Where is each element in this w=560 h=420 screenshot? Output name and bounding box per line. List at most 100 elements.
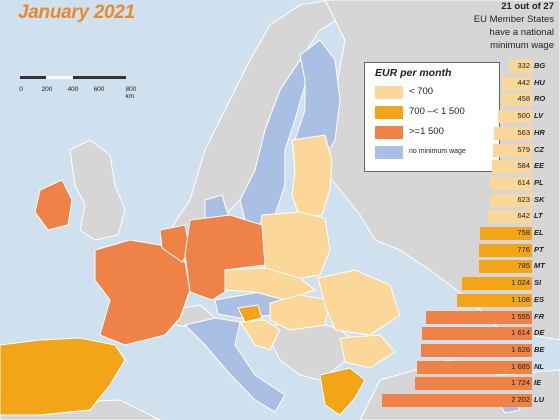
germany-region: [184, 214, 266, 301]
scale-bar: 0 200 400 600 800 km: [18, 72, 148, 100]
legend-swatch-mid: [375, 106, 403, 119]
bar-value-label: 1 626: [511, 344, 530, 354]
bar-country-code: LU: [534, 395, 544, 404]
bar-row-el: 758 EL: [380, 227, 554, 240]
bar-row-ie: 1 724 IE: [380, 377, 554, 391]
bar-country-code: EL: [534, 228, 544, 237]
bar-bg: [509, 60, 532, 73]
bar-value-label: 614: [517, 177, 530, 187]
bar-row-bg: 332 BG: [380, 60, 554, 73]
legend-swatch-low: [375, 86, 403, 99]
bar-row-de: 1 614 DE: [380, 327, 554, 341]
legend-item-none: no minimum wage: [375, 145, 497, 161]
bar-de: [422, 327, 532, 341]
bulgaria-region: [339, 334, 396, 369]
bar-country-code: SI: [534, 278, 542, 288]
hungary-region: [269, 294, 331, 331]
bar-country-code: IE: [534, 378, 542, 388]
bar-nl: [417, 360, 532, 374]
bar-ro: [500, 93, 532, 107]
bar-value-label: 584: [517, 161, 530, 171]
greece-region: [319, 367, 366, 416]
bar-row-sk: 623 SK: [380, 193, 554, 207]
member-state-note: 21 out of 27 EU Member States have a nat…: [404, 0, 554, 52]
bar-row-hu: 442 HU: [380, 76, 554, 90]
bar-country-code: HR: [534, 127, 545, 137]
bar-value-label: 1 685: [511, 361, 530, 371]
bar-row-fr: 1 555 FR: [380, 310, 554, 324]
bar-value-label: 442: [517, 77, 530, 87]
bar-value-label: 785: [517, 261, 530, 271]
bar-value-label: 563: [517, 127, 530, 137]
bar-row-lu: 2 202 LU: [380, 394, 554, 407]
bar-value-label: 776: [517, 244, 530, 254]
france-region: [94, 239, 191, 346]
bar-value-label: 332: [517, 61, 530, 70]
bar-fr: [426, 310, 532, 324]
legend-label-high: >=1 500: [409, 126, 444, 137]
uk-land: [69, 139, 126, 241]
bar-value-label: 642: [517, 211, 530, 221]
bar-country-code: SK: [534, 194, 545, 204]
bar-row-cz: 579 CZ: [380, 143, 554, 157]
bar-value-label: 1 024: [511, 278, 530, 288]
bar-value-label: 1 614: [511, 328, 530, 338]
bar-value-label: 579: [517, 144, 530, 154]
bar-row-ee: 584 EE: [380, 160, 554, 174]
bar-ee: [492, 160, 532, 174]
bar-country-code: BG: [534, 61, 546, 70]
scale-bar-line: [20, 76, 126, 79]
legend-swatch-none: [375, 146, 403, 159]
legend-label-mid: 700 –< 1 500: [409, 106, 465, 117]
romania-region: [317, 269, 401, 336]
bar-country-code: DE: [534, 328, 545, 338]
bar-country-code: EE: [534, 161, 545, 171]
legend-label-none: no minimum wage: [409, 148, 466, 155]
bar-lu: [382, 394, 532, 407]
bar-country-code: LT: [534, 211, 543, 221]
bar-country-code: NL: [534, 361, 544, 371]
bar-country-code: HU: [534, 77, 545, 87]
bar-value-label: 2 202: [511, 395, 530, 404]
bar-value-label: 500: [517, 111, 530, 121]
bar-ie: [414, 377, 532, 391]
bar-lt: [488, 210, 532, 224]
bar-value-label: 458: [517, 94, 530, 104]
bar-value-label: 1 555: [511, 311, 530, 321]
slovenia-region: [237, 304, 263, 323]
bar-country-code: LV: [534, 111, 544, 121]
bar-country-code: PT: [534, 244, 544, 254]
bar-row-nl: 1 685 NL: [380, 360, 554, 374]
legend-swatch-high: [375, 126, 403, 139]
bar-country-code: CZ: [534, 144, 544, 154]
bar-row-pt: 776 PT: [380, 243, 554, 257]
note-line-2: EU Member States: [473, 14, 554, 25]
legend-item-mid: 700 –< 1 500: [375, 105, 497, 121]
legend-title: EUR per month: [375, 67, 452, 79]
note-line-1: 21 out of 27: [501, 1, 554, 12]
bar-value-label: 623: [517, 194, 530, 204]
estonia-latvia-lithuania-region: [291, 134, 333, 219]
map-title: January 2021: [18, 2, 135, 23]
bar-value-label: 1 108: [511, 294, 530, 304]
bar-be: [421, 343, 532, 357]
bar-value-label: 758: [517, 228, 530, 237]
scale-label-0: 0: [19, 86, 23, 93]
bar-row-es: 1 108 ES: [380, 293, 554, 307]
bar-sk: [489, 193, 532, 207]
italy-region: [184, 317, 286, 413]
bar-row-ro: 458 RO: [380, 93, 554, 107]
bar-country-code: RO: [534, 94, 546, 104]
bar-mt: [478, 260, 532, 274]
bar-cz: [492, 143, 532, 157]
bar-lv: [497, 110, 532, 124]
bar-value-label: 1 724: [511, 378, 530, 388]
bar-pt: [479, 243, 532, 257]
note-line-4: minimum wage: [490, 40, 554, 51]
legend-box: EUR per month < 700 700 –< 1 500 >=1 500…: [364, 62, 500, 172]
bar-row-lt: 642 LT: [380, 210, 554, 224]
legend-item-high: >=1 500: [375, 125, 497, 141]
legend-item-low: < 700: [375, 85, 497, 101]
